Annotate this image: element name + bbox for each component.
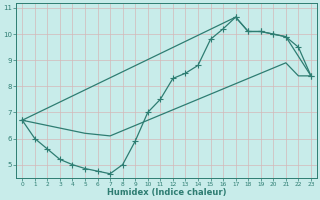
X-axis label: Humidex (Indice chaleur): Humidex (Indice chaleur) [107, 188, 226, 197]
